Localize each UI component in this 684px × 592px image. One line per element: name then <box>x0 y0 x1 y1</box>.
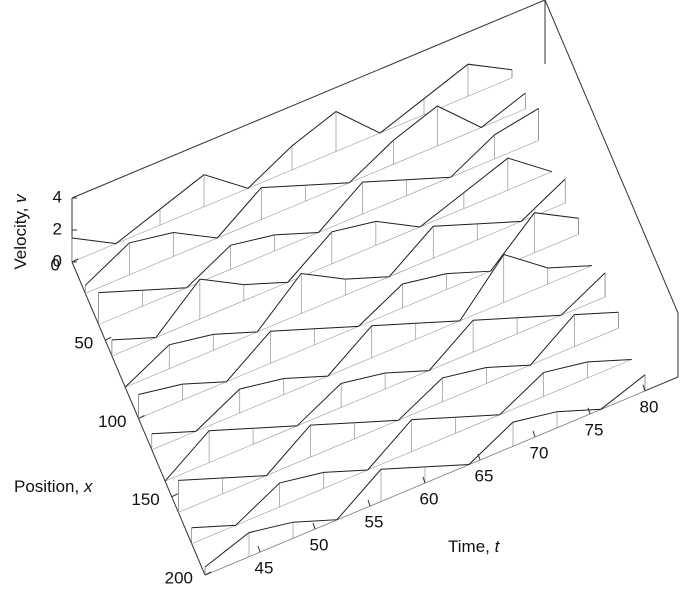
t-tick <box>587 407 591 414</box>
z-axis-label-var: v <box>11 193 30 203</box>
t-tick <box>422 476 426 484</box>
z-axis-label: Velocity, v <box>11 193 30 270</box>
t-tick-label: 65 <box>475 466 494 485</box>
x-axis-label-var: x <box>83 477 93 496</box>
surface-line <box>111 157 553 341</box>
surface <box>71 63 646 576</box>
x-tick <box>105 336 112 341</box>
t-tick <box>477 453 481 461</box>
z-tick-label: 2 <box>53 219 62 238</box>
t-tick-label: 75 <box>585 420 604 439</box>
surface-line <box>138 212 579 395</box>
t-axis-label: Time, t <box>448 537 501 556</box>
t-tick-label: 45 <box>255 558 274 577</box>
z-tick-label: 4 <box>53 187 62 206</box>
t-tick <box>257 545 261 553</box>
t-tick-label: 60 <box>420 489 439 508</box>
surface-line <box>124 178 566 388</box>
x-axis-label-text: Position, <box>14 477 79 496</box>
box-edge <box>544 0 679 314</box>
x-tick-label: 50 <box>74 334 93 353</box>
z-axis-label-text: Velocity, <box>11 208 30 270</box>
t-tick-label: 80 <box>640 397 659 416</box>
box-edge <box>71 0 546 199</box>
x-tick-label: 0 <box>51 255 60 274</box>
surface-line <box>204 374 646 568</box>
axes: 0 2 4 0 50 100 150 200 45 50 55 60 65 70 75 80 <box>51 187 659 587</box>
t-axis-label-text: Time, <box>448 537 490 556</box>
t-tick-label: 55 <box>365 512 384 531</box>
x-tick-label: 100 <box>98 412 126 431</box>
x-axis-label: Position, x <box>14 477 93 496</box>
surface-line <box>71 63 513 245</box>
surface-line <box>191 359 632 529</box>
x-tick <box>171 493 178 498</box>
surface-line <box>151 253 592 435</box>
surface-line <box>178 311 619 481</box>
surface-line <box>164 272 606 482</box>
x-tick-label: 200 <box>165 568 193 587</box>
x-tick <box>71 258 79 263</box>
t-axis-label-var: t <box>495 537 501 556</box>
t-tick <box>367 499 371 507</box>
t-tick-label: 70 <box>530 443 549 462</box>
surface-line <box>98 107 539 294</box>
t-tick <box>312 522 316 530</box>
x-tick-label: 150 <box>131 490 159 509</box>
t-tick <box>642 384 646 391</box>
z-tick-label: 0 <box>53 251 62 270</box>
t-tick <box>532 430 536 438</box>
x-tick <box>204 571 212 576</box>
surface-line <box>84 92 526 286</box>
t-tick-label: 50 <box>310 535 329 554</box>
x-tick <box>138 415 145 419</box>
